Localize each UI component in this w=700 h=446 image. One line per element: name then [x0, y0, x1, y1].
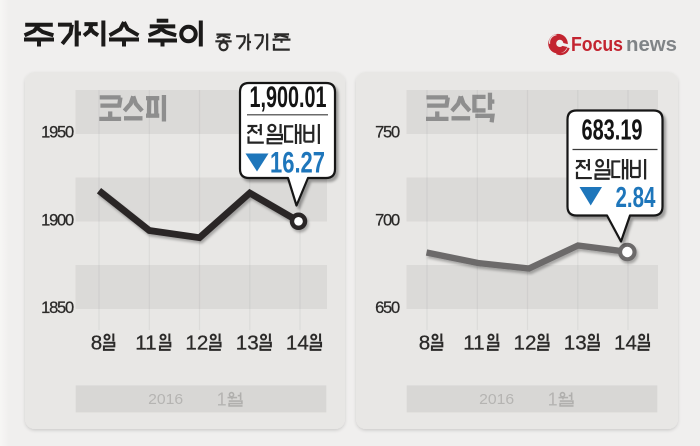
svg-text:Focus: Focus	[571, 33, 623, 56]
svg-text:1900: 1900	[41, 211, 74, 229]
svg-text:8: 8	[91, 332, 102, 355]
svg-text:12: 12	[185, 332, 208, 355]
svg-text:13: 13	[564, 332, 587, 355]
svg-text:1,900.01: 1,900.01	[250, 81, 327, 114]
svg-text:news: news	[626, 33, 677, 56]
svg-text:11: 11	[135, 332, 156, 355]
svg-text:750: 750	[375, 124, 400, 142]
svg-text:12: 12	[514, 332, 537, 355]
svg-text:2016: 2016	[479, 392, 514, 408]
svg-text:13: 13	[236, 332, 259, 355]
svg-text:14: 14	[286, 332, 309, 355]
svg-text:1: 1	[217, 390, 227, 410]
svg-text:11: 11	[463, 332, 484, 355]
svg-text:8: 8	[419, 332, 430, 355]
svg-text:1950: 1950	[41, 124, 74, 142]
svg-text:16.27: 16.27	[270, 147, 325, 180]
svg-text:1: 1	[548, 390, 558, 410]
svg-text:650: 650	[375, 299, 400, 317]
svg-text:2.84: 2.84	[616, 182, 656, 214]
svg-text:2016: 2016	[148, 392, 183, 408]
svg-text:683.19: 683.19	[582, 115, 643, 147]
svg-text:700: 700	[375, 211, 400, 229]
svg-text:14: 14	[614, 332, 637, 355]
svg-text:1850: 1850	[41, 299, 74, 317]
